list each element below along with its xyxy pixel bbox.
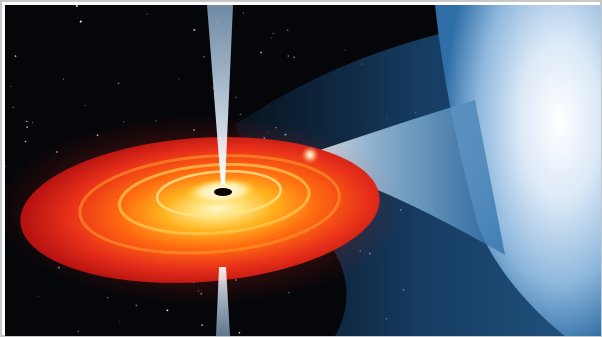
star — [119, 321, 121, 322]
jet-top — [207, 5, 233, 185]
star — [286, 29, 289, 32]
star — [239, 113, 241, 115]
star — [166, 309, 169, 312]
star — [10, 85, 12, 87]
star — [79, 20, 82, 23]
black-hole-scene — [5, 5, 601, 336]
star — [62, 78, 65, 80]
star — [12, 106, 15, 109]
gas-stream — [305, 100, 505, 255]
star — [287, 55, 290, 57]
star — [201, 324, 204, 327]
star — [75, 5, 78, 7]
star — [293, 56, 295, 59]
star — [77, 16, 78, 18]
star — [238, 331, 241, 334]
star — [26, 120, 28, 123]
star — [5, 165, 6, 168]
star — [178, 78, 180, 80]
star — [14, 55, 17, 57]
star — [146, 13, 148, 15]
star — [26, 126, 28, 128]
star — [135, 304, 138, 307]
star — [32, 122, 34, 124]
event-horizon — [214, 188, 232, 196]
star — [270, 37, 272, 39]
star — [344, 49, 346, 51]
black-hole-illustration — [5, 5, 601, 336]
jet-bottom — [216, 267, 230, 336]
star — [77, 330, 80, 332]
star — [24, 140, 27, 143]
star — [203, 56, 205, 58]
star — [242, 12, 245, 14]
companion-star — [435, 5, 601, 336]
star — [84, 105, 86, 107]
star — [272, 32, 274, 35]
hotspot — [301, 146, 319, 164]
star — [37, 296, 39, 298]
star — [106, 296, 109, 299]
star — [235, 96, 237, 99]
star — [193, 28, 196, 32]
star — [260, 51, 262, 54]
star — [117, 82, 120, 85]
